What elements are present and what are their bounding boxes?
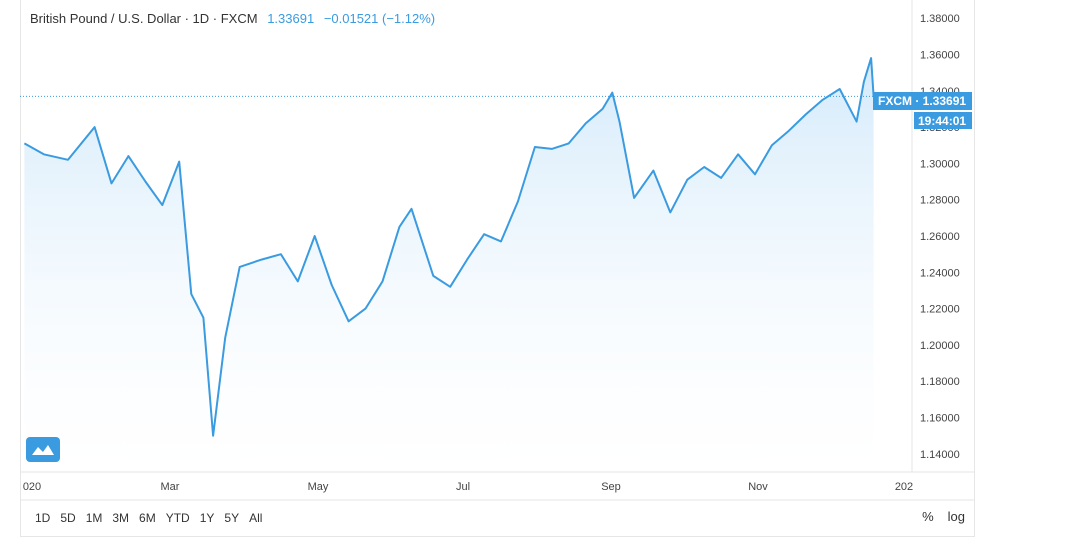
percent-scale-button[interactable]: % [922,509,934,524]
range-button-all[interactable]: All [249,511,263,525]
scale-options: % log [922,509,965,524]
price-axis[interactable]: 1.380001.360001.340001.320001.300001.280… [920,13,960,461]
x-tick-label: Mar [161,481,180,493]
y-tick-label: 1.18000 [920,376,960,388]
y-tick-label: 1.36000 [920,49,960,61]
chart-legend: British Pound / U.S. Dollar · 1D · FXCM … [30,11,435,26]
price-area [24,58,874,472]
y-tick-label: 1.14000 [920,449,960,461]
x-tick-label: 020 [23,481,41,493]
range-button-5d[interactable]: 5D [60,511,76,525]
range-button-1m[interactable]: 1M [85,511,103,525]
y-tick-label: 1.20000 [920,340,960,352]
x-tick-label: Nov [748,481,768,493]
price-change: −0.01521 (−1.12%) [323,11,436,26]
symbol-name[interactable]: British Pound / U.S. Dollar · 1D · FXCM [30,11,258,26]
last-value: 1.33691 [267,11,315,26]
range-button-6m[interactable]: 6M [139,511,156,525]
y-tick-label: 1.16000 [920,413,960,425]
y-tick-label: 1.30000 [920,158,960,170]
price-line [23,57,875,437]
chart-frame [20,0,975,537]
y-tick-label: 1.24000 [920,267,960,279]
range-toolbar: 1D 5D 1M 3M 6M YTD 1Y 5Y All [30,509,267,527]
tradingview-cloud-icon[interactable] [26,437,60,462]
time-axis[interactable]: 020 Mar May Jul Sep Nov 202 [23,481,913,493]
x-tick-label: 202 [895,481,913,493]
y-tick-label: 1.38000 [920,13,960,25]
range-button-1y[interactable]: 1Y [199,511,215,525]
last-price-tag: FXCM · 1.33691 19:44:01 [873,92,972,129]
range-button-1d[interactable]: 1D [35,511,51,525]
x-tick-label: Sep [601,481,621,493]
y-tick-label: 1.28000 [920,195,960,207]
x-tick-label: Jul [456,481,470,493]
y-tick-label: 1.22000 [920,304,960,316]
range-button-ytd[interactable]: YTD [165,511,190,525]
last-price-tag-time: 19:44:01 [918,114,966,128]
last-price-tag-label: FXCM · 1.33691 [878,94,966,108]
log-scale-button[interactable]: log [947,509,965,524]
range-button-5y[interactable]: 5Y [224,511,240,525]
y-tick-label: 1.26000 [920,231,960,243]
range-button-3m[interactable]: 3M [112,511,130,525]
x-tick-label: May [308,481,329,493]
